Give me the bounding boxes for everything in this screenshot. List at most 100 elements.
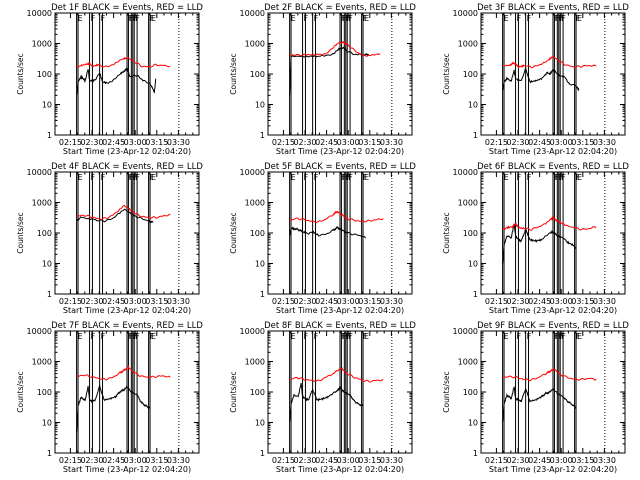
event-marker-label: F <box>132 173 137 182</box>
x-tick-label: 02:45 <box>315 456 338 465</box>
x-tick-label: 03:30 <box>593 456 616 465</box>
panel-3: Det 3F BLACK = Events, RED = LLD 1 10 100 10… <box>442 3 629 156</box>
x-tick-label: 03:00 <box>337 456 360 465</box>
x-tick-label: 03:15 <box>358 456 381 465</box>
event-marker-label: F <box>554 332 559 341</box>
event-marker-label: F <box>345 173 350 182</box>
y-tick-label: 1 <box>47 290 52 299</box>
event-marker-label: E <box>78 14 83 23</box>
y-tick-label: 10000 <box>27 327 52 336</box>
x-axis-label: Start Time (23-Apr-12 02:04:20) <box>63 306 191 315</box>
y-tick-label: 10 <box>468 101 478 110</box>
y-tick-label: 1000 <box>458 358 478 367</box>
panel-title: Det 8F BLACK = Events, RED = LLD <box>264 321 416 331</box>
event-marker-label: F <box>348 14 353 23</box>
y-tick-label: 100 <box>250 388 265 397</box>
panel-8: Det 8F BLACK = Events, RED = LLD 1 10 100 10… <box>229 321 416 474</box>
event-marker-label: F <box>128 332 133 341</box>
y-tick-label: 10000 <box>27 168 52 177</box>
events-series-line <box>289 225 366 239</box>
x-tick-label: 03:30 <box>593 297 616 306</box>
y-tick-label: 1000 <box>245 199 265 208</box>
lld-series-line <box>76 365 171 381</box>
y-tick-label: 1000 <box>32 199 52 208</box>
x-tick-label: 03:15 <box>358 138 381 147</box>
event-marker-label: F <box>314 332 319 341</box>
x-tick-label: 02:30 <box>506 456 529 465</box>
event-marker-label: E <box>291 14 296 23</box>
y-tick-label: 10 <box>42 101 52 110</box>
panel-title: Det 6F BLACK = Events, RED = LLD <box>477 162 629 172</box>
panel-6: Det 6F BLACK = Events, RED = LLD 1 10 100 10… <box>442 162 629 315</box>
y-axis-label: Counts/sec <box>229 53 238 94</box>
event-marker-label: E <box>364 14 369 23</box>
y-tick-label: 10 <box>42 260 52 269</box>
x-tick-label: 02:30 <box>506 138 529 147</box>
y-tick-label: 1 <box>473 131 478 140</box>
event-marker-label: F <box>129 332 134 341</box>
y-tick-label: 1 <box>473 449 478 458</box>
event-marker-label: F <box>561 14 566 23</box>
panel-title: Det 1F BLACK = Events, RED = LLD <box>51 3 203 13</box>
x-axis-label: Start Time (23-Apr-12 02:04:20) <box>276 465 404 474</box>
event-marker-label: E <box>577 332 582 341</box>
x-tick-label: 02:15 <box>272 456 295 465</box>
event-marker-label: F <box>558 14 563 23</box>
event-marker-label: F <box>129 14 134 23</box>
event-marker-label: F <box>304 14 309 23</box>
event-marker-label: F <box>314 173 319 182</box>
lld-series-line <box>289 210 384 224</box>
x-tick-label: 02:45 <box>528 138 551 147</box>
x-tick-label: 03:30 <box>167 297 190 306</box>
y-tick-label: 1 <box>260 449 265 458</box>
event-marker-label: F <box>314 14 319 23</box>
x-tick-label: 02:15 <box>59 297 82 306</box>
y-tick-label: 100 <box>250 229 265 238</box>
event-marker-label: F <box>134 173 139 182</box>
y-tick-label: 1 <box>47 449 52 458</box>
x-tick-label: 03:30 <box>593 138 616 147</box>
y-axis-label: Counts/sec <box>229 212 238 253</box>
event-marker-label: F <box>554 14 559 23</box>
events-series-line <box>76 66 157 95</box>
x-tick-label: 02:45 <box>315 138 338 147</box>
y-tick-label: 1 <box>260 290 265 299</box>
x-tick-label: 02:45 <box>102 297 125 306</box>
event-marker-label: E <box>78 332 83 341</box>
x-axis-label: Start Time (23-Apr-12 02:04:20) <box>276 147 404 156</box>
event-marker-label: F <box>517 173 522 182</box>
event-marker-label: F <box>345 14 350 23</box>
y-tick-label: 10000 <box>453 9 478 18</box>
events-series-line <box>76 385 151 433</box>
x-axis-label: Start Time (23-Apr-12 02:04:20) <box>489 465 617 474</box>
x-tick-label: 03:15 <box>571 138 594 147</box>
y-tick-label: 1 <box>260 131 265 140</box>
panel-5: Det 5F BLACK = Events, RED = LLD 1 10 100 10… <box>229 162 416 315</box>
x-tick-label: 03:00 <box>124 297 147 306</box>
panel-title: Det 3F BLACK = Events, RED = LLD <box>477 3 629 13</box>
panel-1: Det 1F BLACK = Events, RED = LLD 1 10 100 10… <box>16 3 203 156</box>
events-series-line <box>289 46 369 96</box>
event-marker-label: F <box>348 173 353 182</box>
events-series-line <box>502 223 577 264</box>
x-axis-label: Start Time (23-Apr-12 02:04:20) <box>489 306 617 315</box>
events-series-line <box>502 66 580 92</box>
event-marker-label: F <box>135 14 140 23</box>
event-marker-label: F <box>341 14 346 23</box>
y-tick-label: 10 <box>468 260 478 269</box>
x-tick-label: 03:30 <box>167 138 190 147</box>
event-marker-label: F <box>347 332 352 341</box>
y-tick-label: 10 <box>255 419 265 428</box>
event-marker-label: E <box>78 173 83 182</box>
lld-series-line <box>502 215 597 231</box>
panel-title: Det 5F BLACK = Events, RED = LLD <box>264 162 416 172</box>
event-marker-label: F <box>527 332 532 341</box>
x-tick-label: 02:45 <box>102 456 125 465</box>
event-marker-label: E <box>151 14 156 23</box>
x-tick-label: 02:15 <box>485 456 508 465</box>
x-tick-label: 03:15 <box>145 138 168 147</box>
event-marker-label: E <box>151 332 156 341</box>
x-tick-label: 02:30 <box>293 456 316 465</box>
event-marker-label: F <box>561 332 566 341</box>
